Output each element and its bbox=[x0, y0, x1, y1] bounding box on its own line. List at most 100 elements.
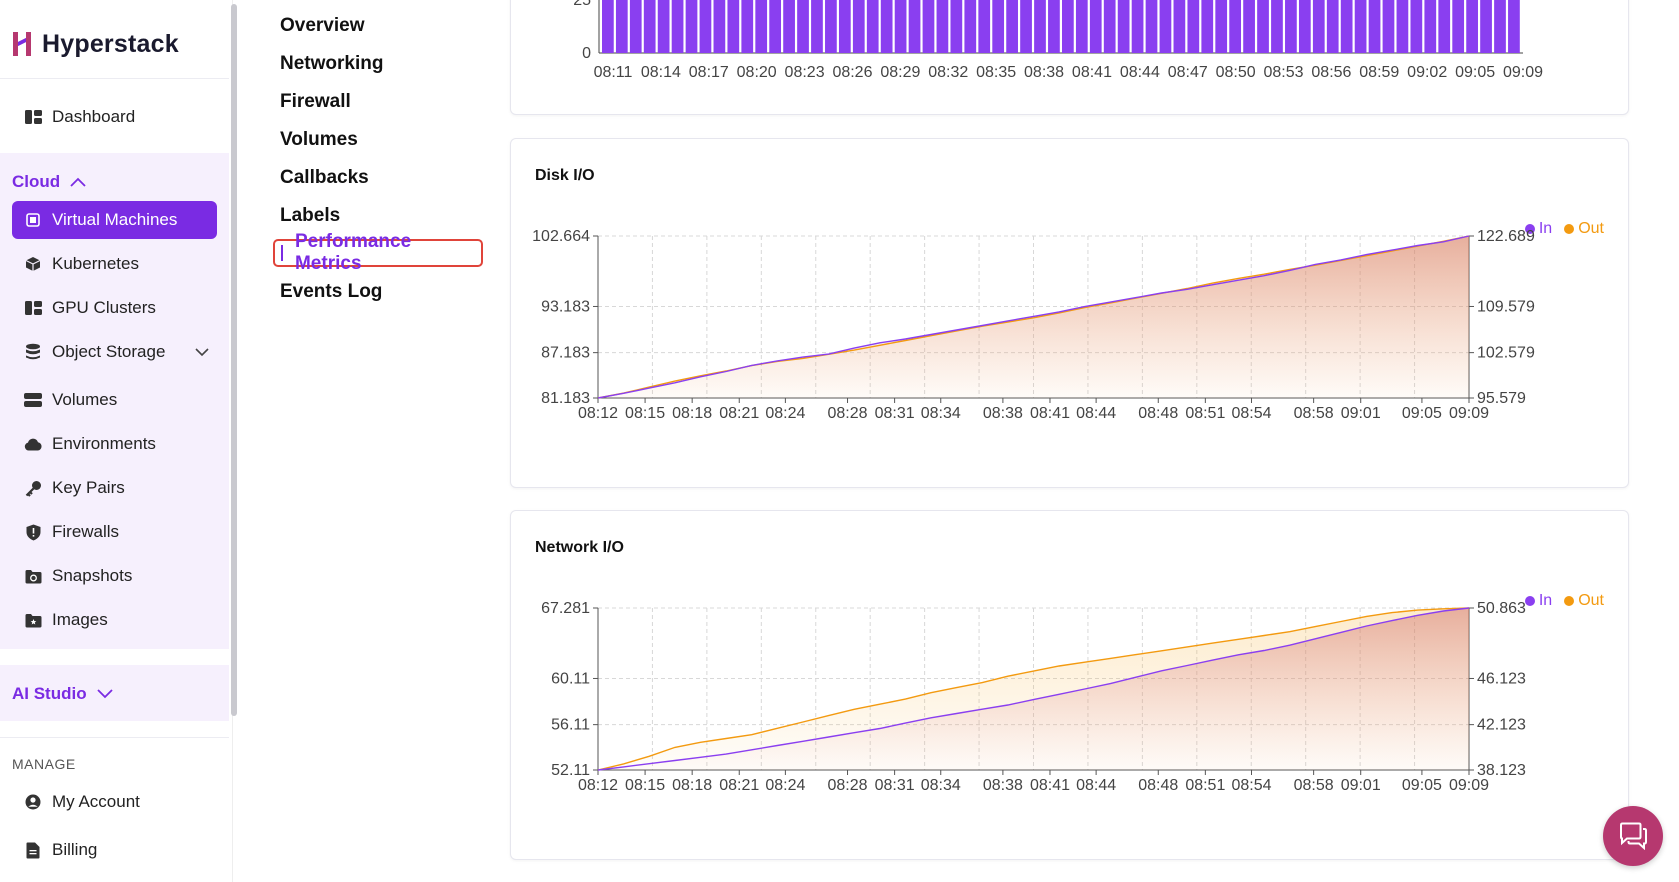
x-tick-label: 08:34 bbox=[921, 405, 961, 422]
nav-gpu-clusters[interactable]: GPU Clusters bbox=[12, 289, 217, 327]
nav-key-pairs[interactable]: Key Pairs bbox=[12, 469, 217, 507]
network-io-title: Network I/O bbox=[535, 539, 624, 556]
series-line-out bbox=[597, 607, 1470, 771]
legend-out[interactable]: Out bbox=[1564, 592, 1604, 610]
bar bbox=[1396, 0, 1409, 53]
bar bbox=[1103, 0, 1116, 53]
bar bbox=[894, 0, 907, 53]
y-tick-label: 25 bbox=[573, 0, 591, 9]
cluster-icon bbox=[24, 299, 42, 317]
cloud-group-toggle[interactable]: Cloud bbox=[12, 172, 86, 192]
bar bbox=[685, 0, 698, 53]
nav-firewalls[interactable]: Firewalls bbox=[12, 513, 217, 551]
subnav-overview[interactable]: Overview bbox=[280, 15, 365, 36]
x-tick-label: 08:21 bbox=[719, 405, 759, 422]
x-tick-label: 08:29 bbox=[880, 64, 920, 81]
nav-images[interactable]: Images bbox=[12, 601, 217, 639]
bar bbox=[1117, 0, 1130, 53]
right-tick-label: 109.579 bbox=[1477, 298, 1535, 315]
x-tick-label: 09:05 bbox=[1455, 64, 1495, 81]
subnav-callbacks[interactable]: Callbacks bbox=[280, 167, 369, 188]
nav-snapshots[interactable]: Snapshots bbox=[12, 557, 217, 595]
disk-io-chart: 102.664 93.183 87.183 81.183 122.689 109.579 1… bbox=[532, 228, 1535, 422]
snapshot-icon bbox=[24, 567, 42, 585]
nav-kubernetes-label: Kubernetes bbox=[52, 254, 139, 273]
subnav-events-log[interactable]: Events Log bbox=[280, 281, 383, 302]
series-line-in bbox=[597, 235, 1470, 399]
nav-my-account[interactable]: My Account bbox=[12, 783, 217, 821]
chevron-down-icon bbox=[96, 689, 113, 699]
bar bbox=[1062, 0, 1074, 53]
x-tick-label: 08:17 bbox=[689, 64, 729, 81]
bar bbox=[671, 0, 684, 53]
x-tick-label: 08:14 bbox=[641, 64, 681, 81]
database-icon bbox=[24, 343, 42, 361]
nav-environments-label: Environments bbox=[52, 434, 156, 453]
bar bbox=[1271, 0, 1283, 53]
bar bbox=[657, 0, 670, 53]
x-tick-label: 08:12 bbox=[578, 405, 618, 422]
bar bbox=[950, 0, 963, 53]
ai-studio-label: AI Studio bbox=[12, 684, 87, 703]
left-tick-label: 56.11 bbox=[551, 717, 590, 734]
bar bbox=[1020, 0, 1032, 53]
right-tick-label: 42.123 bbox=[1477, 717, 1526, 734]
legend-out[interactable]: Out bbox=[1564, 220, 1604, 238]
subnav-performance-metrics[interactable]: Performance Metrics bbox=[273, 231, 483, 274]
bar bbox=[713, 0, 726, 53]
bar bbox=[797, 0, 809, 53]
area-in bbox=[598, 608, 1469, 770]
legend-in[interactable]: In bbox=[1524, 592, 1552, 610]
x-tick-label: 08:48 bbox=[1138, 777, 1178, 794]
bar bbox=[629, 0, 642, 53]
sidebar-scrollbar[interactable] bbox=[231, 4, 237, 716]
x-tick-label: 08:50 bbox=[1216, 64, 1256, 81]
subnav-labels[interactable]: Labels bbox=[280, 205, 341, 226]
nav-kubernetes[interactable]: Kubernetes bbox=[12, 245, 217, 283]
bar bbox=[1243, 0, 1255, 53]
subnav-firewall[interactable]: Firewall bbox=[280, 91, 351, 112]
subnav-volumes[interactable]: Volumes bbox=[280, 129, 358, 150]
nav-environments[interactable]: Environments bbox=[12, 425, 217, 463]
bar bbox=[1006, 0, 1018, 53]
x-tick-label: 08:18 bbox=[672, 405, 712, 422]
bar bbox=[1159, 0, 1172, 53]
x-tick-label: 08:44 bbox=[1120, 64, 1160, 81]
left-tick-label: 81.183 bbox=[541, 390, 590, 407]
nav-images-label: Images bbox=[52, 610, 108, 629]
network-io-legend: In Out bbox=[1524, 592, 1604, 610]
bar bbox=[1173, 0, 1186, 53]
x-tick-label: 09:05 bbox=[1402, 777, 1442, 794]
x-tick-label: 08:44 bbox=[1076, 777, 1116, 794]
x-tick-label: 08:23 bbox=[785, 64, 825, 81]
x-tick-label: 08:47 bbox=[1168, 64, 1208, 81]
nav-object-storage[interactable]: Object Storage bbox=[12, 333, 217, 371]
right-tick-label: 102.579 bbox=[1477, 345, 1535, 362]
bar bbox=[783, 0, 795, 53]
key-icon bbox=[24, 479, 42, 497]
nav-virtual-machines[interactable]: Virtual Machines bbox=[12, 201, 217, 239]
bar bbox=[1494, 0, 1506, 53]
nav-dashboard[interactable]: Dashboard bbox=[12, 98, 217, 136]
bar bbox=[838, 0, 851, 53]
x-tick-label: 08:28 bbox=[828, 405, 868, 422]
bar bbox=[1368, 0, 1381, 53]
x-tick-label: 08:11 bbox=[594, 64, 633, 81]
nav-volumes[interactable]: Volumes bbox=[12, 381, 217, 419]
nav-object-storage-label: Object Storage bbox=[52, 342, 166, 361]
x-tick-label: 08:54 bbox=[1231, 405, 1271, 422]
x-tick-label: 08:48 bbox=[1138, 405, 1178, 422]
subnav-performance-metrics-label: Performance Metrics bbox=[294, 231, 412, 274]
legend-in[interactable]: In bbox=[1524, 220, 1552, 238]
nav-billing[interactable]: Billing bbox=[12, 831, 217, 869]
x-tick-label: 08:54 bbox=[1231, 777, 1271, 794]
x-tick-label: 09:01 bbox=[1341, 405, 1381, 422]
nav-dashboard-label: Dashboard bbox=[52, 107, 136, 126]
subnav-networking[interactable]: Networking bbox=[280, 53, 384, 74]
x-tick-label: 08:41 bbox=[1030, 777, 1070, 794]
bar bbox=[1508, 0, 1520, 53]
divider bbox=[0, 737, 229, 738]
chat-button[interactable] bbox=[1603, 806, 1663, 866]
ai-studio-group-toggle[interactable]: AI Studio bbox=[12, 684, 113, 704]
brand-logo[interactable]: Hyperstack bbox=[10, 22, 179, 66]
